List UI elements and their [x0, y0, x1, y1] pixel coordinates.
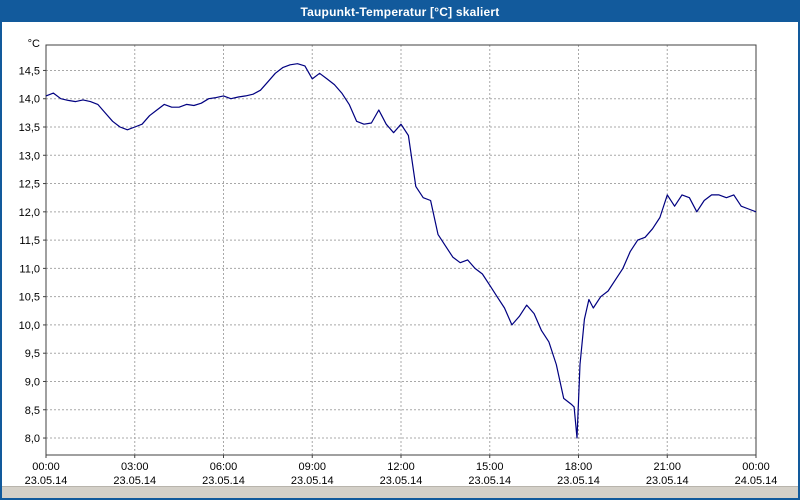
- y-tick-label: 12,5: [19, 179, 40, 191]
- chart-area: 8,0 8,5 9,0 9,5 10,0 10,5 11,0 11,5 12,0 12,5 13,0…: [2, 22, 798, 486]
- x-tick-date-label: 23.05.14: [646, 475, 689, 486]
- y-tick-label: 9,5: [25, 348, 40, 360]
- x-tick-time-label: 15:00: [476, 461, 504, 473]
- window-title: Taupunkt-Temperatur [°C] skaliert: [2, 2, 798, 22]
- x-tick-date-label: 23.05.14: [380, 475, 423, 486]
- x-tick-time-label: 00:00: [32, 461, 60, 473]
- y-tick-label: 8,5: [25, 405, 40, 417]
- chart-svg: 8,0 8,5 9,0 9,5 10,0 10,5 11,0 11,5 12,0 12,5 13,0…: [19, 38, 778, 486]
- y-tick-label: 9,0: [25, 376, 40, 388]
- x-tick-date-label: 23.05.14: [113, 475, 156, 486]
- x-tick-time-label: 12:00: [387, 461, 415, 473]
- bottom-scrollbar[interactable]: [2, 486, 798, 498]
- x-tick-time-label: 00:00: [742, 461, 770, 473]
- x-tick-date-label: 23.05.14: [202, 475, 245, 486]
- y-tick-label: 11,0: [19, 263, 40, 275]
- y-tick-label: 10,5: [19, 292, 40, 304]
- y-tick-label: 13,5: [19, 122, 40, 134]
- x-tick-time-label: 03:00: [121, 461, 149, 473]
- x-tick-time-label: 06:00: [210, 461, 238, 473]
- x-tick-date-label: 23.05.14: [557, 475, 600, 486]
- y-tick-label: 8,0: [25, 433, 40, 445]
- y-tick-label: 10,0: [19, 320, 40, 332]
- dewpoint-temperature-line: [45, 63, 757, 439]
- x-tick-date-label: 23.05.14: [25, 475, 68, 486]
- y-tick-label: 13,0: [19, 150, 40, 162]
- y-tick-label: 12,0: [19, 207, 40, 219]
- y-tick-label: 14,5: [19, 65, 40, 77]
- plot-border: [45, 44, 757, 456]
- x-tick-time-label: 09:00: [298, 461, 326, 473]
- x-tick-date-label: 23.05.14: [291, 475, 334, 486]
- x-tick-date-label: 24.05.14: [735, 475, 778, 486]
- x-tick-time-label: 21:00: [653, 461, 681, 473]
- x-tick-time-label: 18:00: [565, 461, 593, 473]
- y-tick-label: 11,5: [19, 235, 40, 247]
- y-axis-unit-label: °C: [28, 38, 40, 50]
- y-tick-label: 14,0: [19, 94, 40, 106]
- x-tick-date-label: 23.05.14: [468, 475, 511, 486]
